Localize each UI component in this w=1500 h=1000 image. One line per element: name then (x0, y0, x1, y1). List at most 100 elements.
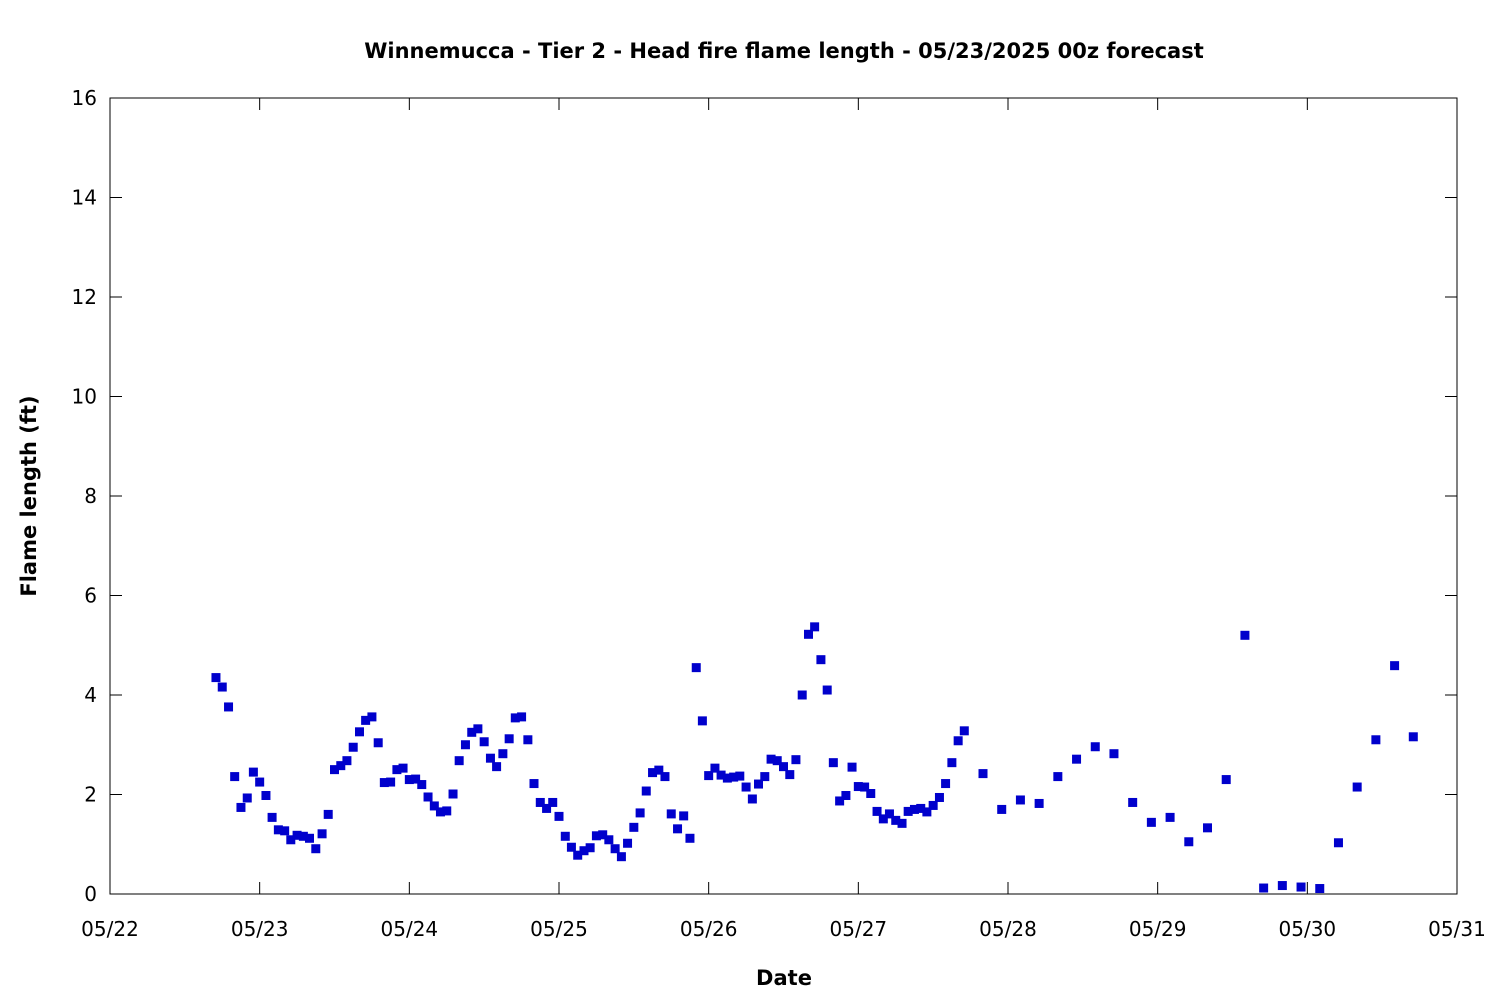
data-point (779, 762, 788, 772)
data-point (598, 830, 608, 840)
data-point (1072, 754, 1082, 764)
data-point (573, 850, 583, 860)
data-points (211, 622, 1418, 894)
data-point (548, 797, 558, 807)
x-tick-label: 05/24 (381, 917, 439, 941)
y-tick-label: 14 (72, 186, 97, 210)
data-point (872, 806, 882, 816)
data-point (853, 782, 863, 792)
data-point (354, 727, 364, 737)
data-point (460, 740, 470, 750)
data-point (230, 772, 240, 782)
data-point (379, 778, 389, 788)
data-point (1015, 795, 1025, 805)
data-point (1146, 817, 1156, 827)
data-point (411, 774, 421, 784)
data-point (760, 772, 770, 782)
data-point (866, 789, 876, 799)
x-tick-label: 05/23 (231, 917, 289, 941)
data-point (685, 833, 695, 843)
chart-title: Winnemucca - Tier 2 - Head fire flame le… (364, 39, 1203, 63)
data-point (492, 762, 502, 772)
data-point (336, 761, 346, 771)
data-point (267, 812, 277, 822)
data-point (311, 844, 321, 854)
data-point (535, 797, 545, 807)
data-point (629, 822, 639, 832)
data-point (423, 792, 433, 802)
data-point (772, 756, 782, 766)
data-point (1408, 732, 1418, 742)
y-tick-label: 16 (72, 86, 97, 110)
data-point (722, 773, 732, 783)
y-tick-label: 10 (72, 385, 97, 409)
data-point (797, 690, 807, 700)
data-point (928, 800, 938, 810)
data-point (579, 846, 589, 856)
data-point (891, 815, 901, 825)
data-point (479, 737, 489, 747)
data-point (660, 772, 670, 782)
data-point (916, 803, 926, 813)
data-point (934, 792, 944, 802)
data-point (298, 831, 308, 841)
data-point (404, 775, 414, 785)
data-point (1259, 883, 1269, 893)
data-point (1128, 797, 1138, 807)
data-point (1165, 812, 1175, 822)
data-point (641, 786, 651, 796)
data-point (741, 782, 751, 792)
data-point (922, 807, 932, 817)
data-point (342, 756, 352, 766)
x-tick-label: 05/26 (680, 917, 738, 941)
data-point (566, 842, 576, 852)
data-point (560, 831, 570, 841)
data-point (1090, 742, 1100, 752)
data-point (847, 762, 857, 772)
data-point (498, 749, 508, 759)
data-point (754, 779, 764, 789)
data-point (317, 829, 327, 839)
data-point (454, 756, 464, 766)
data-point (485, 753, 495, 763)
data-point (1034, 798, 1044, 808)
data-point (766, 754, 776, 764)
y-tick-label: 8 (84, 484, 97, 508)
data-point (417, 780, 427, 790)
data-point (1203, 823, 1213, 833)
data-point (735, 771, 745, 781)
data-point (1390, 661, 1400, 671)
data-point (897, 818, 907, 828)
data-point (803, 629, 813, 639)
data-point (828, 758, 838, 768)
data-point (729, 772, 739, 782)
data-point (691, 663, 701, 673)
data-point (1371, 735, 1381, 745)
data-point (236, 802, 246, 812)
data-point (591, 831, 601, 841)
data-point (467, 727, 477, 737)
data-point (816, 655, 826, 665)
data-point (1240, 630, 1250, 640)
data-point (280, 826, 290, 836)
data-point (367, 712, 377, 722)
x-tick-label: 05/31 (1428, 917, 1486, 941)
data-point (1221, 775, 1231, 785)
data-point (884, 809, 894, 819)
data-point (1333, 838, 1343, 848)
data-point (273, 825, 283, 835)
y-axis-title: Flame length (ft) (17, 395, 41, 596)
data-point (791, 755, 801, 765)
data-point (373, 738, 383, 748)
data-point (292, 830, 302, 840)
y-tick-label: 12 (72, 285, 97, 309)
data-point (654, 765, 664, 775)
data-point (953, 736, 963, 746)
x-tick-label: 05/25 (530, 917, 588, 941)
data-point (648, 768, 658, 778)
data-point (679, 811, 689, 821)
data-point (348, 742, 358, 752)
data-point (255, 777, 265, 787)
data-point (542, 803, 552, 813)
y-axis-ticks: 0 2 4 6 8 10 12 14 16 (72, 86, 1457, 906)
